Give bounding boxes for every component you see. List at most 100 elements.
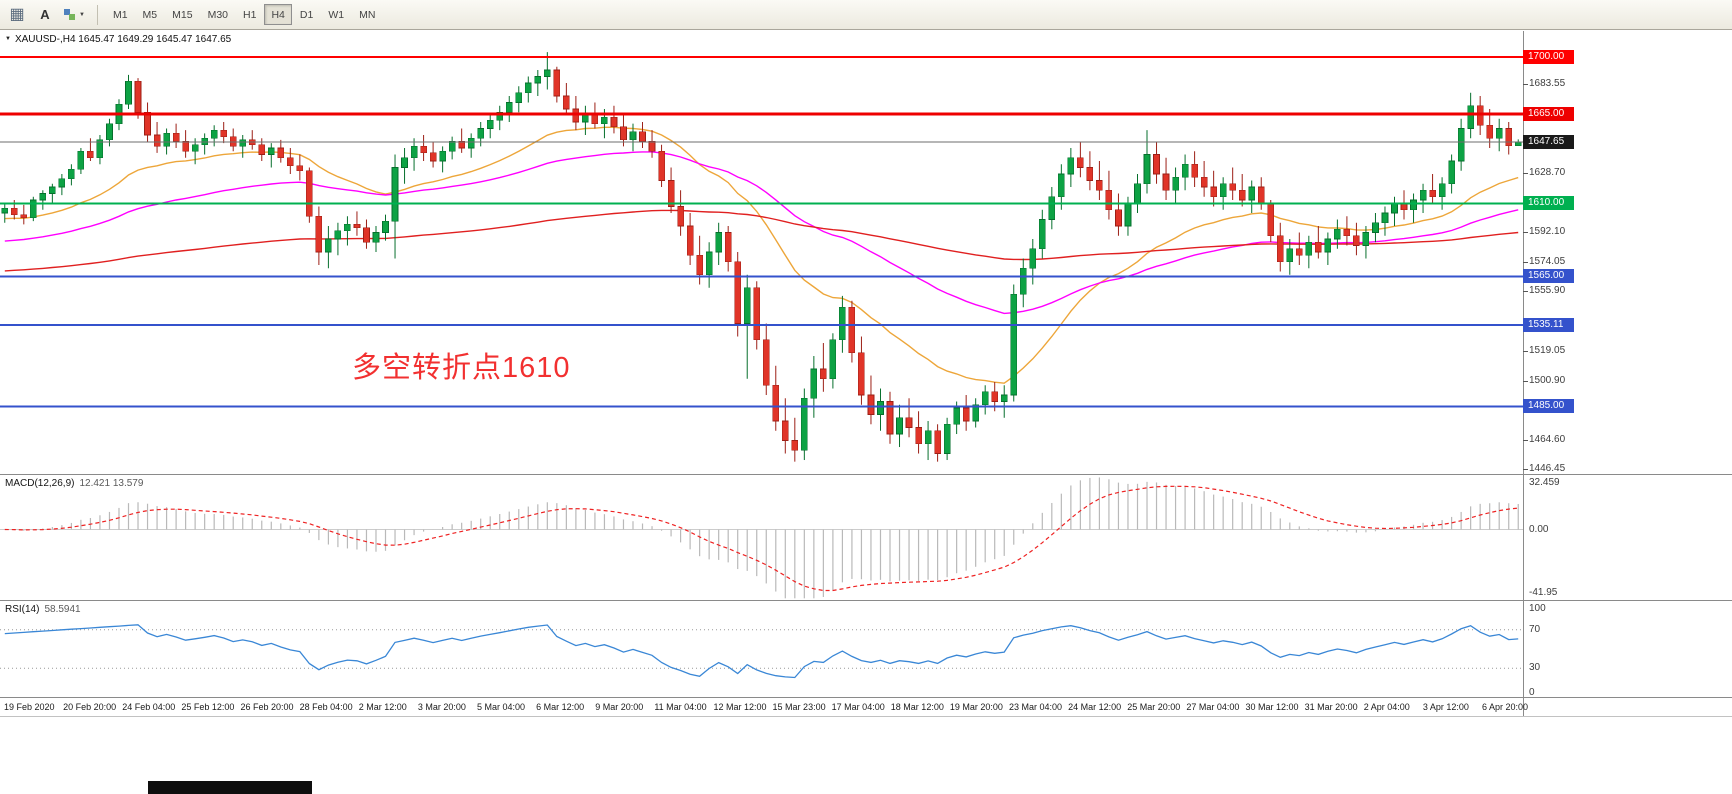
time-tick-label: 6 Mar 12:00	[536, 702, 585, 712]
time-tick-label: 19 Feb 2020	[4, 702, 55, 712]
price-tick	[1523, 232, 1528, 234]
macd-label: MACD(12,26,9) 12.421 13.579	[5, 478, 143, 489]
macd-axis-32.459: 32.459	[1529, 477, 1560, 488]
price-tick-label: 1500.90	[1529, 374, 1566, 386]
price-tick	[1523, 469, 1528, 471]
axis-separator	[1523, 31, 1524, 716]
rsi-axis-70: 70	[1529, 623, 1541, 635]
rsi-pane[interactable]	[0, 601, 1523, 697]
ma-fast-line	[4, 126, 1519, 384]
symbol-info: ▼ XAUUSD-,H4 1645.47 1649.29 1645.47 1647…	[5, 34, 231, 45]
time-tick-label: 24 Feb 04:00	[122, 702, 176, 712]
macd-pane[interactable]	[0, 475, 1523, 600]
macd-values: 12.421 13.579	[79, 478, 144, 489]
macd-axis--41.95: -41.95	[1529, 587, 1558, 598]
price-tick	[1523, 83, 1528, 85]
price-tick	[1523, 380, 1528, 382]
price-tick-label: 1628.70	[1529, 166, 1566, 178]
timeframe-h1[interactable]: H1	[236, 4, 263, 25]
ma-mid-line	[4, 151, 1519, 315]
rsi-line	[4, 624, 1519, 679]
time-tick-label: 3 Apr 12:00	[1422, 702, 1469, 712]
price-tick-label: 1592.10	[1529, 226, 1566, 238]
price-chart[interactable]	[0, 31, 1523, 474]
time-tick-label: 24 Mar 12:00	[1068, 702, 1122, 712]
time-tick-label: 31 Mar 20:00	[1304, 702, 1358, 712]
timeframe-h4[interactable]: H4	[264, 4, 292, 25]
symbol-dropdown-icon: ▼	[5, 36, 11, 42]
price-tick-label: 1574.05	[1529, 255, 1566, 267]
toolbar-separator	[96, 4, 98, 25]
time-tick-label: 25 Feb 12:00	[181, 702, 235, 712]
timeframe-toolbar: M1 M5 M15 M30 H1 H4 D1 W1 MN	[106, 4, 382, 25]
price-badge-1700.00: 1700.00	[1523, 50, 1574, 64]
ma-slow-line	[4, 209, 1519, 272]
price-tick	[1523, 351, 1528, 353]
price-badge-1565.00: 1565.00	[1523, 269, 1574, 284]
price-tick-label: 1446.45	[1529, 463, 1566, 475]
price-tick-label: 1519.05	[1529, 345, 1566, 357]
time-tick-label: 25 Mar 20:00	[1127, 702, 1181, 712]
price-tick	[1523, 439, 1528, 441]
timeframe-w1[interactable]: W1	[321, 4, 351, 25]
time-tick-label: 5 Mar 04:00	[476, 702, 525, 712]
time-tick-label: 2 Apr 04:00	[1363, 702, 1410, 712]
text-tool-icon: A	[40, 7, 50, 22]
dropdown-caret-icon: ▼	[79, 11, 85, 18]
price-badge-1535.11: 1535.11	[1523, 317, 1574, 332]
shapes-icon	[64, 8, 77, 21]
rsi-value: 58.5941	[44, 604, 81, 615]
time-tick-label: 28 Feb 04:00	[299, 702, 353, 712]
rsi-axis-100: 100	[1529, 603, 1546, 614]
rsi-axis-0: 0	[1529, 687, 1535, 698]
rsi-label: RSI(14) 58.5941	[5, 604, 81, 615]
time-tick-label: 2 Mar 12:00	[358, 702, 407, 712]
time-tick-label: 19 Mar 20:00	[949, 702, 1003, 712]
macd-name: MACD(12,26,9)	[5, 478, 75, 489]
timeframe-m15[interactable]: M15	[165, 4, 199, 25]
rsi-axis-30: 30	[1529, 662, 1541, 674]
time-tick-label: 6 Apr 20:00	[1482, 702, 1529, 712]
macd-axis-0.00: 0.00	[1529, 523, 1549, 535]
chart-grid-button[interactable]: ▦	[4, 3, 30, 27]
styles-dropdown-button[interactable]: ▼	[60, 3, 89, 27]
chart-bottom-edge	[0, 716, 1732, 717]
pane-divider-time	[0, 697, 1732, 698]
bid-price-badge: 1647.65	[1523, 135, 1574, 150]
price-tick	[1523, 172, 1528, 174]
price-badge-1610.00: 1610.00	[1523, 196, 1574, 211]
text-tool-button[interactable]: A	[32, 3, 58, 27]
price-tick	[1523, 291, 1528, 293]
price-badge-1485.00: 1485.00	[1523, 399, 1574, 414]
time-tick-label: 27 Mar 04:00	[1186, 702, 1240, 712]
top-toolbar: ▦ A ▼ M1 M5 M15 M30 H1 H4 D1 W1 MN	[0, 0, 1732, 30]
time-tick-label: 20 Feb 20:00	[63, 702, 117, 712]
pane-divider-rsi[interactable]	[0, 600, 1732, 601]
macd-histogram	[13, 477, 1519, 599]
timeframe-d1[interactable]: D1	[293, 4, 320, 25]
price-tick-label: 1464.60	[1529, 433, 1566, 445]
price-tick-label: 1555.90	[1529, 285, 1566, 297]
time-tick-label: 9 Mar 20:00	[595, 702, 644, 712]
timeframe-m1[interactable]: M1	[106, 4, 135, 25]
time-tick-label: 3 Mar 20:00	[417, 702, 466, 712]
time-tick-label: 26 Feb 20:00	[240, 702, 294, 712]
time-tick-label: 11 Mar 04:00	[654, 702, 707, 712]
price-badge-1665.00: 1665.00	[1523, 106, 1574, 121]
time-tick-label: 15 Mar 23:00	[772, 702, 826, 712]
candles-group	[1, 52, 1522, 462]
timeframe-m5[interactable]: M5	[136, 4, 165, 25]
chart-annotation-text[interactable]: 多空转折点1610	[352, 352, 571, 384]
pane-divider-macd[interactable]	[0, 474, 1732, 475]
grid-icon: ▦	[9, 5, 25, 23]
time-tick-label: 30 Mar 12:00	[1245, 702, 1299, 712]
time-tick-label: 18 Mar 12:00	[890, 702, 944, 712]
timeframe-mn[interactable]: MN	[352, 4, 382, 25]
price-tick-label: 1683.55	[1529, 77, 1566, 89]
price-tick	[1523, 261, 1528, 263]
time-tick-label: 17 Mar 04:00	[831, 702, 885, 712]
timeframe-m30[interactable]: M30	[201, 4, 235, 25]
taskbar-segment[interactable]	[148, 781, 312, 794]
rsi-name: RSI(14)	[5, 604, 40, 615]
